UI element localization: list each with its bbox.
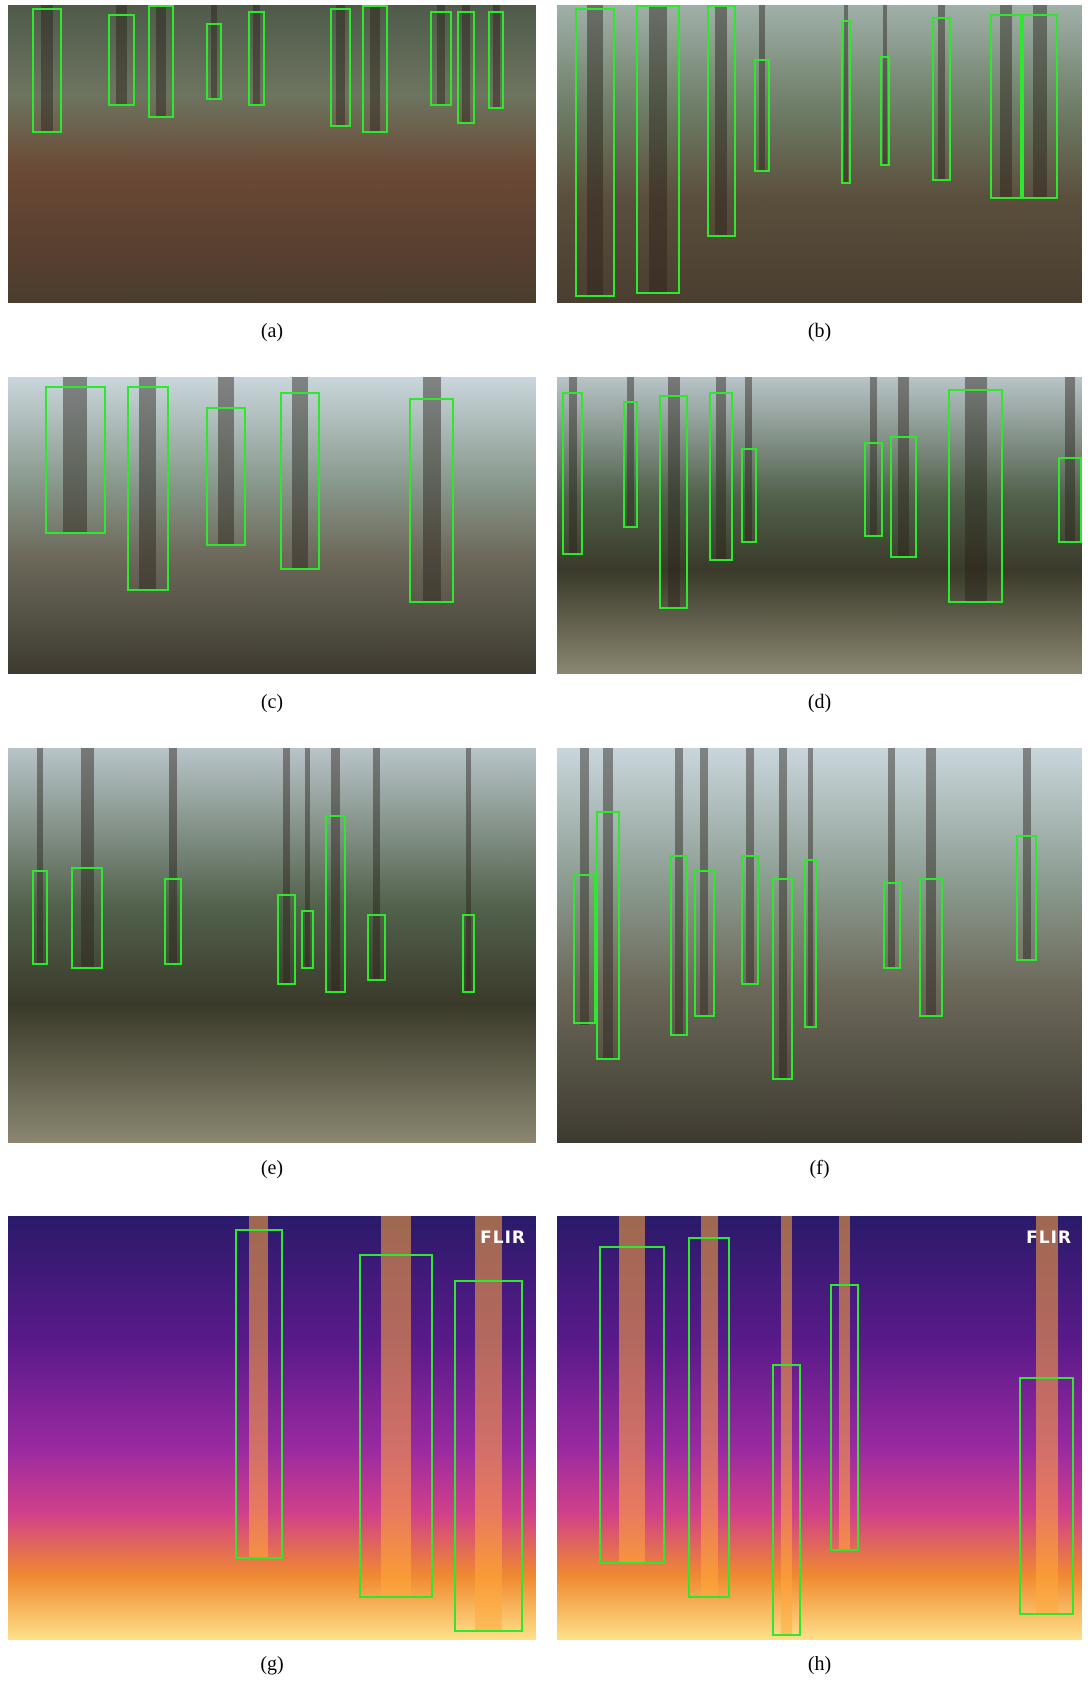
detection-box: [108, 14, 134, 106]
detection-box: [280, 392, 320, 570]
detection-box: [45, 386, 106, 535]
detection-box: [488, 11, 504, 109]
detection-box: [454, 1280, 523, 1632]
detection-box: [830, 1284, 859, 1551]
detection-box: [864, 442, 882, 537]
detection-box: [71, 867, 103, 970]
detection-box: [841, 20, 852, 184]
panel-caption: (e): [222, 1157, 322, 1180]
panel-caption: (d): [770, 691, 870, 714]
detection-box: [248, 11, 265, 106]
detection-box: [409, 398, 454, 603]
flir-logo: FLIR: [1026, 1228, 1072, 1248]
detection-box: [623, 401, 639, 529]
detection-box: [430, 11, 451, 106]
detection-box: [301, 910, 314, 969]
panel-caption: (a): [222, 320, 322, 343]
photo: [8, 377, 536, 674]
detection-box: [32, 8, 62, 133]
flir-logo: FLIR: [480, 1228, 526, 1248]
detection-box: [277, 894, 295, 985]
detection-box: [772, 878, 793, 1079]
detection-box: [688, 1237, 730, 1597]
detection-box: [562, 392, 583, 555]
panel-caption: (h): [770, 1653, 870, 1676]
detection-box: [148, 5, 174, 118]
detection-box: [330, 8, 351, 127]
detection-box: [164, 878, 182, 965]
photo: [8, 748, 536, 1143]
detection-box: [1058, 457, 1082, 543]
photo: FLIR: [557, 1216, 1082, 1640]
panel-caption: (c): [222, 691, 322, 714]
detection-box: [1016, 835, 1037, 961]
detection-box: [890, 436, 916, 558]
detection-box: [127, 386, 169, 591]
detection-box: [325, 815, 346, 993]
detection-box: [599, 1246, 665, 1564]
detection-box: [462, 914, 475, 993]
photo: [557, 377, 1082, 674]
panel-caption: (g): [222, 1653, 322, 1676]
detection-box: [948, 389, 1003, 603]
detection-box: [932, 17, 950, 181]
detection-box: [235, 1229, 283, 1560]
detection-box: [206, 407, 246, 547]
detection-box: [1022, 14, 1059, 199]
detection-box: [919, 878, 943, 1016]
detection-box: [362, 5, 388, 133]
panel-caption: (b): [770, 320, 870, 343]
detection-box: [1019, 1377, 1074, 1614]
detection-box: [573, 874, 597, 1024]
detection-box: [741, 448, 757, 543]
panel-caption: (f): [770, 1157, 870, 1180]
photo: [8, 5, 536, 303]
detection-box: [883, 882, 901, 969]
detection-box: [709, 392, 733, 561]
detection-box: [636, 5, 681, 294]
detection-box: [804, 859, 817, 1029]
detection-box: [596, 811, 620, 1060]
detection-box: [32, 870, 48, 965]
detection-box: [367, 914, 385, 981]
detection-box: [741, 855, 759, 985]
detection-box: [457, 11, 475, 124]
detection-box: [694, 870, 715, 1016]
detection-box: [772, 1364, 801, 1635]
detection-box: [206, 23, 222, 100]
detection-box: [707, 5, 736, 237]
photo: [557, 748, 1082, 1143]
detection-box: [575, 8, 614, 297]
detection-box: [990, 14, 1022, 199]
photo: [557, 5, 1082, 303]
figure-page: (a)(b)(c)(d)(e)(f)FLIR(g)FLIR(h) (() => …: [0, 0, 1088, 1688]
detection-box: [670, 855, 688, 1037]
detection-box: [754, 59, 770, 172]
detection-box: [659, 395, 688, 609]
detection-box: [880, 56, 891, 166]
photo: FLIR: [8, 1216, 536, 1640]
detection-box: [359, 1254, 433, 1597]
